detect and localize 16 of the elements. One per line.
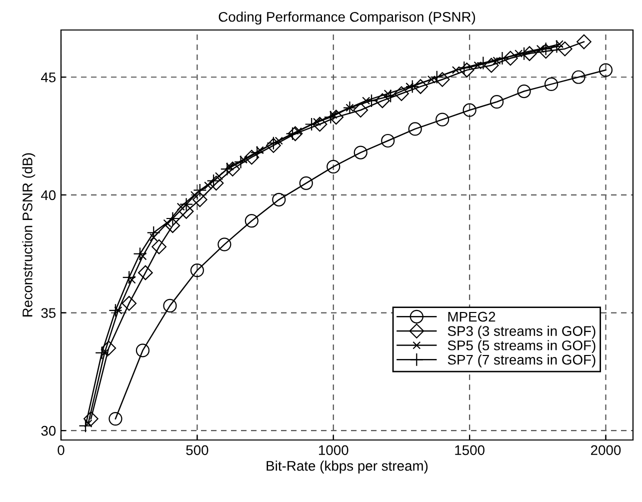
y-tick-label: 30 (41, 426, 56, 436)
y-tick-label: 45 (41, 72, 56, 82)
x-tick-label: 1000 (318, 445, 348, 456)
y-axis-title: Reconstruction PSNR (dB) (22, 153, 36, 316)
x-tick-label: 2000 (591, 445, 621, 456)
x-tick-label: 0 (58, 445, 64, 456)
y-tick-label: 35 (41, 308, 56, 318)
legend-label: SP3 (3 streams in GOF) (448, 326, 596, 339)
x-axis-title: Bit-Rate (kbps per stream) (266, 460, 428, 474)
legend-label: SP7 (7 streams in GOF) (448, 354, 596, 368)
chart-title: Coding Performance Comparison (PSNR) (218, 12, 476, 25)
x-tick-label: 1500 (455, 445, 484, 456)
y-tick-label: 40 (41, 190, 56, 200)
legend-label: SP5 (5 streams in GOF) (448, 340, 596, 354)
x-tick-label: 500 (186, 445, 208, 456)
legend-label: MPEG2 (448, 312, 496, 322)
